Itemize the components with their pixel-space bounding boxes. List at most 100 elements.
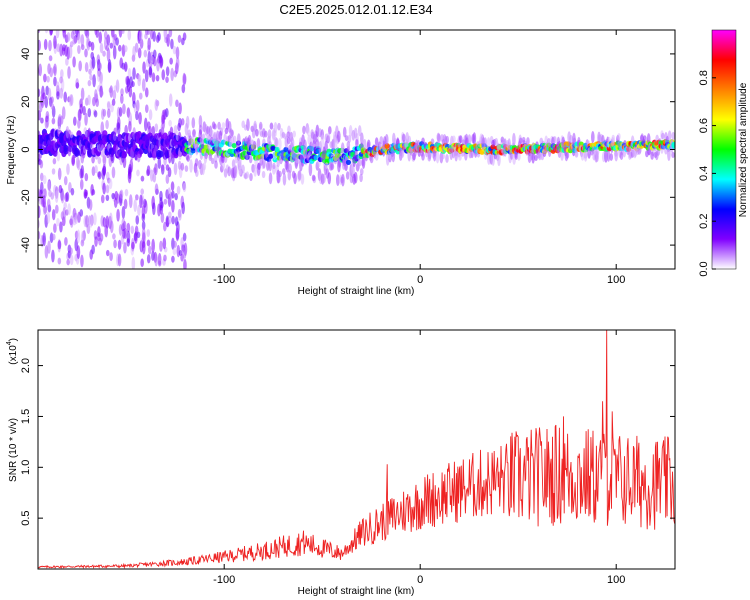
spectrogram-cell bbox=[181, 201, 185, 215]
spectrogram-cell bbox=[56, 91, 60, 100]
spectrogram-cell bbox=[84, 112, 88, 126]
spectrogram-cell bbox=[79, 179, 84, 190]
spectrogram-cell bbox=[170, 38, 174, 50]
spectrogram-cell bbox=[169, 57, 173, 65]
spectrogram-cell bbox=[106, 47, 111, 62]
spectrogram-cell bbox=[143, 49, 148, 58]
spectrogram-cell bbox=[99, 233, 104, 242]
spectrogram-cell bbox=[49, 30, 54, 36]
spectrogram-cell bbox=[59, 115, 64, 125]
spectrogram-cell bbox=[63, 91, 68, 103]
spectrogram-cell bbox=[38, 205, 41, 219]
snr-frame bbox=[37, 329, 676, 570]
spectrogram-cell bbox=[183, 258, 187, 269]
spectrogram-cell bbox=[430, 138, 435, 145]
spectrogram-cell bbox=[268, 172, 273, 185]
spectrogram-cell bbox=[102, 165, 107, 176]
spectrogram-cell bbox=[218, 130, 223, 141]
spectrogram-cell bbox=[435, 149, 440, 164]
snr-multiplier-exp: 4 bbox=[6, 341, 13, 345]
spectrogram-cell bbox=[180, 253, 184, 262]
spectrogram-cell bbox=[115, 79, 120, 93]
spectrogram-cell bbox=[458, 135, 463, 144]
spectrogram-cell bbox=[72, 56, 76, 68]
spectrogram-cell bbox=[324, 158, 330, 164]
spectrogram-cell bbox=[109, 252, 113, 262]
spectrogram-cell bbox=[553, 136, 557, 144]
spectrogram-cell bbox=[283, 146, 289, 153]
spectrogram-cell bbox=[124, 188, 129, 197]
spectrogram-cell bbox=[111, 98, 116, 106]
spectrogram-cell bbox=[66, 259, 70, 266]
snr-multiplier-base: (x10 bbox=[8, 345, 19, 365]
spectrogram-cell bbox=[288, 163, 292, 174]
spectrogram-cell bbox=[55, 81, 60, 90]
spectrogram-cell bbox=[614, 150, 618, 157]
spectrogram-cell bbox=[147, 245, 152, 255]
spectrogram-cell bbox=[209, 136, 214, 146]
spectrogram-cell bbox=[79, 209, 84, 217]
spectrogram-cell bbox=[154, 163, 158, 176]
snr-y-multiplier: (x104) bbox=[6, 338, 19, 365]
snr-y-tick-label: 1.5 bbox=[20, 409, 32, 424]
spectrogram-cell bbox=[163, 198, 168, 205]
spectrogram-cell bbox=[115, 37, 119, 46]
snr-x-label: Height of straight line (km) bbox=[298, 586, 415, 597]
spectrogram-cell bbox=[135, 194, 139, 201]
spectrogram-cell bbox=[76, 130, 82, 138]
spectrogram-cell bbox=[163, 221, 167, 232]
spectrogram-cell bbox=[43, 188, 47, 199]
spectrogram-cell bbox=[119, 189, 124, 199]
spectrogram-cell bbox=[173, 124, 178, 134]
spectrogram-cell bbox=[139, 194, 143, 209]
spectrogram-cell bbox=[94, 236, 98, 247]
spectrogram-cell bbox=[345, 159, 352, 165]
spectrogram-cell bbox=[611, 134, 616, 144]
spectrogram-cell bbox=[133, 199, 138, 212]
spectrogram-cell bbox=[310, 129, 314, 139]
spectrogram-cell bbox=[328, 126, 332, 135]
spectrogram-cell bbox=[159, 240, 163, 252]
spectrogram-cell bbox=[186, 155, 190, 162]
spectrogram-cell bbox=[97, 156, 102, 165]
spectrogram-cell bbox=[42, 232, 46, 247]
spectrogram-x-label: Height of straight line (km) bbox=[298, 286, 415, 297]
spectrogram-cell bbox=[113, 127, 118, 136]
spectrogram-cell bbox=[60, 69, 64, 79]
spectrogram-cell bbox=[238, 166, 242, 176]
spectrogram-cell bbox=[135, 215, 140, 225]
spectrogram-cell bbox=[269, 122, 274, 130]
spectrogram-cell bbox=[116, 122, 121, 135]
spectrogram-cell bbox=[95, 30, 99, 39]
spectrogram-cell bbox=[55, 204, 59, 214]
spectrogram-cell bbox=[121, 30, 126, 35]
spectrogram-cell bbox=[42, 92, 46, 100]
spectrogram-cell bbox=[565, 151, 570, 159]
spectrogram-cell bbox=[221, 122, 226, 130]
spectrogram-cell bbox=[95, 98, 99, 108]
spectrogram-cell bbox=[74, 147, 80, 156]
spectrogram-cell bbox=[105, 215, 110, 229]
spectrogram-cell bbox=[127, 30, 132, 41]
spectrogram-cell bbox=[69, 94, 74, 106]
spectrogram-cell bbox=[52, 149, 58, 157]
spectrogram-cell bbox=[100, 144, 105, 158]
spectrogram-cell bbox=[69, 254, 74, 266]
spectrogram-cell bbox=[471, 133, 475, 144]
spectrogram-cell bbox=[171, 190, 175, 199]
spectrogram-cell bbox=[50, 96, 54, 104]
spectrogram-cell bbox=[362, 139, 367, 152]
spectrogram-cell bbox=[311, 174, 316, 182]
spectrogram-cell bbox=[53, 63, 57, 77]
spectrogram-cell bbox=[178, 210, 182, 221]
spectrogram-cell bbox=[80, 34, 85, 47]
spectrogram-cell bbox=[153, 56, 157, 67]
spectrogram-cell bbox=[112, 89, 117, 101]
spectrogram-cell bbox=[56, 43, 61, 53]
spectrogram-cell bbox=[88, 199, 93, 211]
spectrogram-cell bbox=[667, 147, 671, 161]
spectrogram-cell bbox=[268, 158, 273, 172]
spectrogram-cell bbox=[151, 125, 156, 138]
spectrogram-cell bbox=[168, 119, 172, 127]
spectrogram-cell bbox=[47, 139, 51, 147]
